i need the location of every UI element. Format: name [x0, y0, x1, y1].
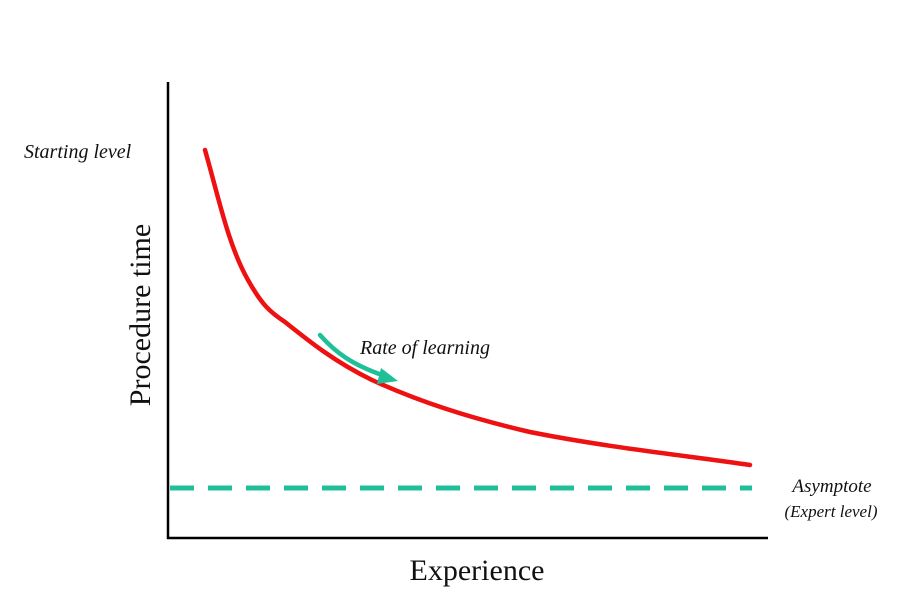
- x-axis-title: Experience: [410, 554, 545, 587]
- rate-arrow-shaft: [317, 332, 388, 379]
- learning-curve: [202, 147, 753, 468]
- asymptote-sublabel: (Expert level): [785, 502, 878, 521]
- starting-level-label: Starting level: [24, 141, 132, 163]
- asymptote-label: Asymptote: [790, 476, 871, 497]
- rate-of-learning-label: Rate of learning: [359, 337, 490, 359]
- rate-arrow-head: [377, 368, 398, 384]
- y-axis-title: Procedure time: [124, 224, 157, 406]
